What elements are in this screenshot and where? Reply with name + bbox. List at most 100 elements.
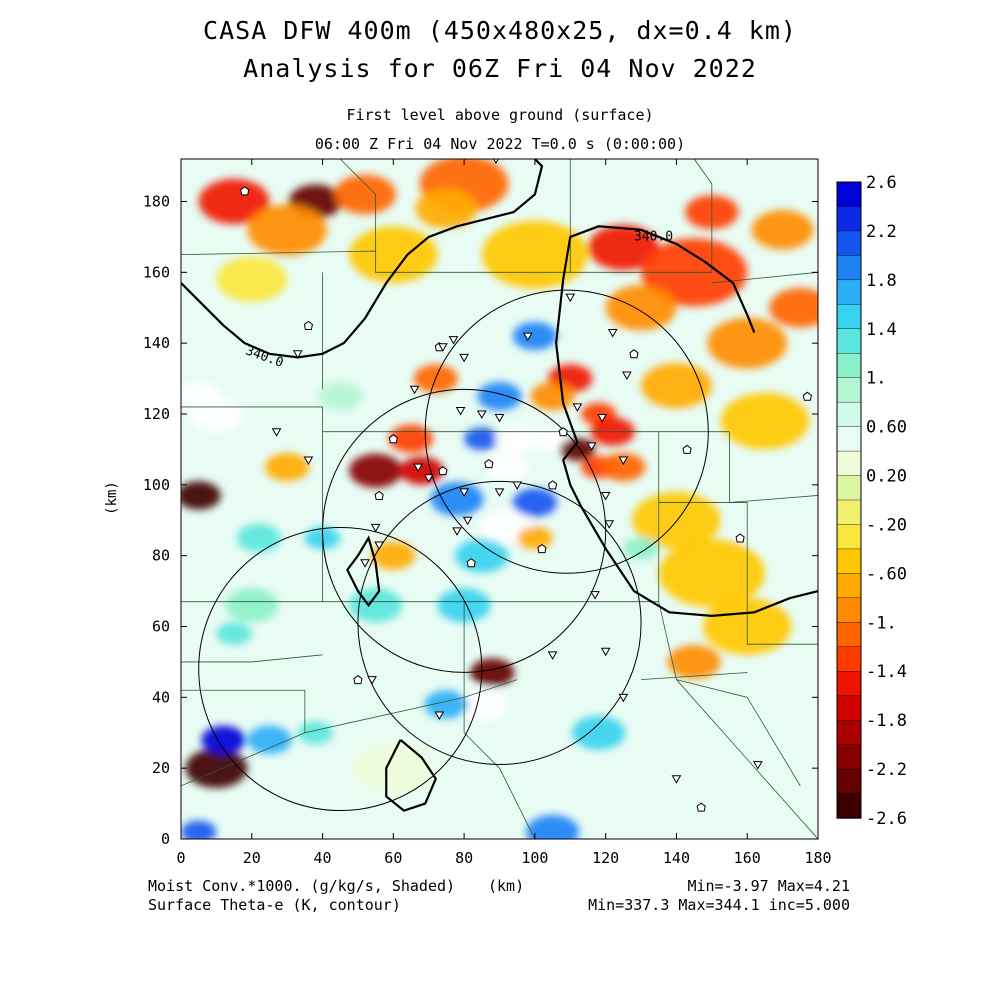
field-blob [667, 644, 721, 679]
station-circle-marker [537, 543, 547, 554]
colorbar-swatch [836, 401, 862, 428]
colorbar-swatch [836, 475, 862, 501]
field-blob [623, 537, 659, 560]
colorbar-swatch [836, 671, 862, 697]
station-circle-marker [558, 427, 568, 437]
chart-subtitle: First level above ground (surface) [346, 106, 654, 124]
colorbar-frame [836, 181, 862, 819]
y-axis-label: (km) [104, 481, 120, 515]
station-circle-marker [388, 434, 398, 444]
radar-ring [322, 388, 607, 673]
county-line [658, 502, 818, 645]
field-blob [349, 226, 438, 283]
colorbar-swatch [836, 450, 862, 477]
station-triangle-marker [522, 332, 533, 342]
colorbar-label: 2.2 [866, 222, 897, 242]
colorbar-label: 0.20 [866, 467, 907, 487]
x-tick-label: 120 [592, 849, 619, 867]
plot-area [181, 159, 818, 839]
station-triangle-marker [671, 775, 682, 784]
station-triangle-marker [618, 693, 629, 703]
field-blob [189, 397, 243, 431]
station-triangle-marker [590, 591, 600, 600]
field-blob [601, 452, 646, 482]
county-line [463, 732, 536, 839]
station-triangle-marker [374, 541, 385, 551]
station-triangle-marker [494, 414, 505, 423]
footer-units: (km) [488, 877, 525, 895]
field-blob [265, 452, 310, 482]
colorbar-label: -2.6 [866, 809, 907, 829]
field-blob [769, 287, 818, 328]
y-tick-label: 160 [143, 263, 170, 281]
station-triangle-marker [452, 527, 462, 536]
x-tick-label: 180 [804, 849, 831, 867]
x-tick-label: 160 [734, 849, 761, 867]
field-blob [181, 820, 217, 839]
field-blob [185, 748, 248, 788]
station-circle-marker [374, 490, 384, 500]
station-circle-marker [802, 391, 812, 401]
field-blob [658, 539, 765, 608]
x-tick-label: 60 [384, 849, 402, 867]
field-blob [216, 256, 288, 303]
station-triangle-marker [360, 559, 370, 568]
field-blob [287, 639, 358, 685]
station-triangle-marker [459, 353, 469, 363]
footer-field1: Moist Conv.*1000. (g/kg/s, Shaded) [148, 877, 456, 895]
station-triangle-marker [600, 491, 611, 501]
field-blob [587, 224, 659, 271]
y-tick-label: 180 [143, 193, 170, 211]
field-blob [349, 588, 403, 623]
field-blob [181, 481, 221, 510]
county-line [570, 159, 713, 273]
y-tick-label: 140 [143, 334, 170, 352]
radar-ring [357, 480, 642, 766]
field-blob [349, 453, 403, 488]
station-circle-marker [682, 444, 692, 454]
colorbar-swatch [836, 304, 862, 330]
station-triangle-marker [271, 428, 282, 437]
field-blob [481, 220, 588, 289]
county-line [181, 250, 571, 273]
colorbar-label: -.60 [866, 564, 907, 584]
station-triangle-marker [438, 343, 448, 352]
station-triangle-marker [618, 456, 629, 466]
field-blob [720, 392, 810, 450]
field-blob [225, 588, 279, 623]
moist-convergence-field [181, 159, 818, 839]
chart-timestamp: 06:00 Z Fri 04 Nov 2022 T=0.0 s (0:00:00… [314, 135, 686, 153]
field-blob [707, 317, 788, 369]
county-line [181, 732, 306, 787]
colorbar-label: -1.4 [866, 662, 907, 682]
station-circle-marker [629, 349, 639, 359]
field-blob [517, 526, 553, 550]
y-tick-label: 20 [152, 759, 170, 777]
colorbar-swatch [836, 646, 862, 672]
field-blob [247, 204, 327, 256]
field-blob [477, 382, 522, 411]
field-blob [641, 363, 712, 409]
x-tick-label: 0 [176, 849, 185, 867]
colorbar-swatch [836, 255, 862, 281]
field-blob [201, 725, 246, 754]
station-triangle-marker [600, 647, 611, 657]
field-blob [399, 456, 444, 485]
theta-e-contour-line [385, 738, 438, 812]
colorbar-swatch [836, 695, 862, 721]
y-tick-label: 120 [143, 405, 170, 423]
x-tick-label: 140 [663, 849, 690, 867]
colorbar-swatch [836, 744, 862, 770]
station-triangle-marker [455, 406, 466, 416]
station-triangle-marker [303, 456, 314, 466]
x-tick-label: 40 [314, 849, 332, 867]
county-line [181, 654, 323, 663]
station-circle-marker [303, 320, 313, 330]
station-triangle-marker [547, 651, 558, 660]
y-tick-label: 40 [152, 688, 170, 706]
colorbar-label: -1.8 [866, 711, 907, 731]
county-boundaries [181, 159, 818, 839]
field-blob [430, 482, 484, 516]
county-line [641, 672, 748, 681]
field-blob [512, 321, 558, 351]
